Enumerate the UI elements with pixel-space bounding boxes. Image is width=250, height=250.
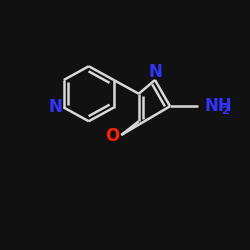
Text: 2: 2 [221,106,229,116]
Text: N: N [48,98,62,116]
Text: NH: NH [204,97,232,115]
Text: O: O [105,127,120,145]
Text: N: N [148,64,162,82]
